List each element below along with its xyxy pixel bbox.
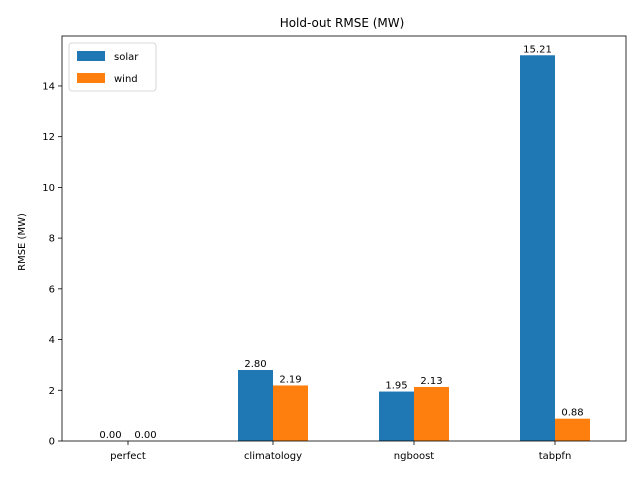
y-axis-label: RMSE (MW) — [17, 213, 28, 271]
data-label-wind-tabpfn: 0.88 — [561, 408, 583, 419]
data-label-solar-ngboost: 1.95 — [385, 381, 407, 392]
bar-solar-ngboost — [379, 391, 414, 441]
data-label-solar-tabpfn: 15.21 — [523, 44, 552, 55]
plot-area: 0.00 2.80 1.95 15.21 0.00 2.19 2.13 0.88 0 2 4 6 8 10… — [42, 35, 627, 462]
y-tick-label: 14 — [42, 81, 55, 92]
y-tick-label: 0 — [49, 437, 55, 448]
data-label-solar-perfect: 0.00 — [99, 430, 121, 441]
y-tick-label: 2 — [49, 386, 55, 397]
legend-swatch-solar — [77, 51, 105, 61]
bar-wind-ngboost — [414, 386, 449, 441]
y-tick-label: 8 — [49, 234, 55, 245]
y-tick-label: 12 — [42, 132, 55, 143]
x-tick-label: tabpfn — [539, 451, 572, 462]
legend-swatch-wind — [77, 73, 105, 83]
y-tick-label: 4 — [49, 335, 55, 346]
data-label-solar-climatology: 2.80 — [244, 359, 266, 370]
bar-wind-tabpfn — [555, 418, 590, 441]
data-label-wind-ngboost: 2.13 — [420, 376, 442, 387]
data-label-wind-perfect: 0.00 — [134, 430, 156, 441]
bar-solar-climatology — [238, 369, 273, 441]
bar-wind-climatology — [273, 385, 308, 441]
legend-label-solar: solar — [114, 52, 139, 63]
y-tick-label: 10 — [42, 183, 55, 194]
chart-title: Hold-out RMSE (MW) — [280, 16, 405, 30]
x-tick-label: climatology — [244, 451, 302, 462]
legend-label-wind: wind — [114, 74, 138, 85]
legend: solar wind — [68, 42, 157, 92]
y-tick-label: 6 — [49, 284, 55, 295]
legend-box — [68, 42, 157, 92]
bar-solar-tabpfn — [520, 55, 555, 441]
x-tick-label: perfect — [110, 451, 146, 462]
data-label-wind-climatology: 2.19 — [279, 374, 301, 385]
x-tick-label: ngboost — [394, 451, 434, 462]
